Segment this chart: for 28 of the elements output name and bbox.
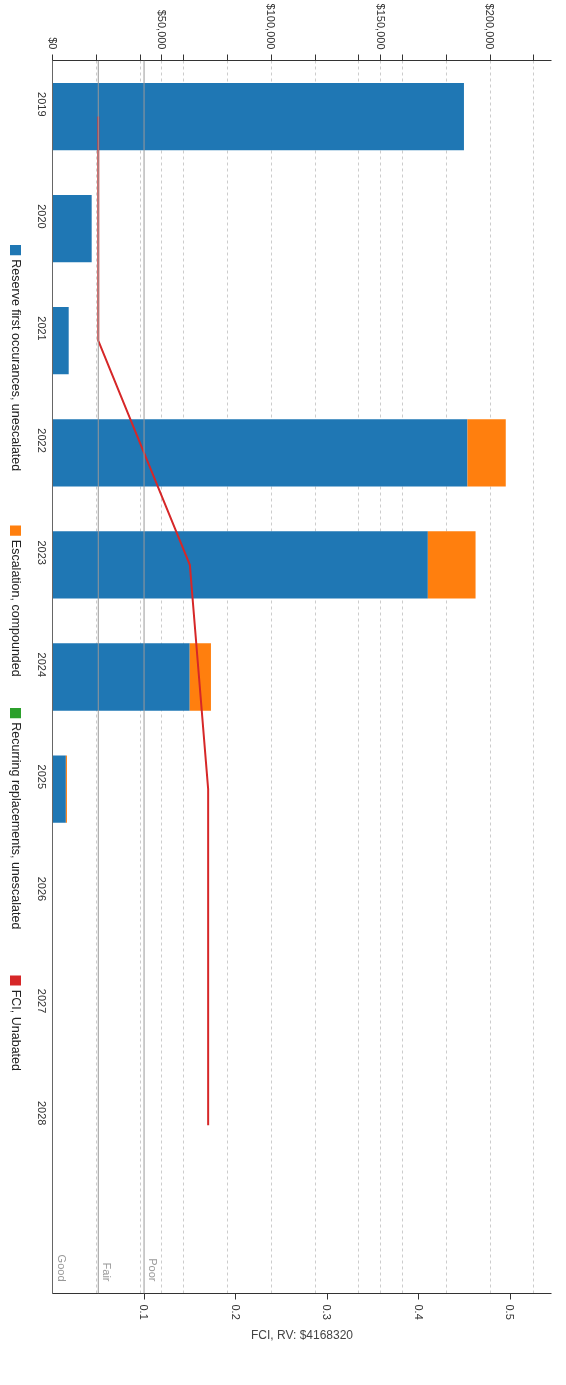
x-tick-label: $50,000	[155, 9, 168, 50]
y-tick-label: 2024	[35, 652, 48, 678]
x-tick-label: $0	[46, 37, 59, 50]
y-tick-label: 2021	[35, 316, 48, 341]
ref-line-label: Good	[55, 1254, 68, 1282]
x2-axis-title: FCI, RV: $4168320	[250, 1327, 354, 1342]
x2-tick-label: 0.1	[138, 1304, 151, 1320]
x-tick-label: $150,000	[374, 3, 387, 50]
y-tick-label: 2025	[35, 764, 48, 790]
x2-tick-label: 0.5	[504, 1304, 517, 1320]
y-tick-label: 2027	[35, 988, 48, 1014]
legend-label: FCI, Unabated	[8, 989, 23, 1072]
y-tick-label: 2028	[35, 1100, 48, 1126]
x-tick-label: $100,000	[265, 3, 278, 50]
legend-label: Escalation, compounded	[8, 539, 23, 677]
x2-tick-label: 0.4	[412, 1304, 425, 1320]
legend-label: Recurring replacements, unescalated	[8, 722, 23, 930]
ref-line-label: Poor	[147, 1258, 160, 1282]
y-tick-label: 2023	[35, 540, 48, 565]
ref-line-label: Fair	[101, 1262, 114, 1282]
y-tick-label: 2026	[35, 876, 48, 902]
y-tick-label: 2022	[35, 428, 48, 453]
x2-tick-label: 0.2	[229, 1304, 242, 1320]
y-tick-label: 2019	[35, 92, 48, 117]
legend-label: Reserve first occurances, unescalated	[8, 259, 23, 472]
y-tick-label: 2020	[35, 204, 48, 229]
x2-tick-label: 0.3	[321, 1304, 334, 1320]
x-tick-label: $200,000	[484, 3, 497, 50]
